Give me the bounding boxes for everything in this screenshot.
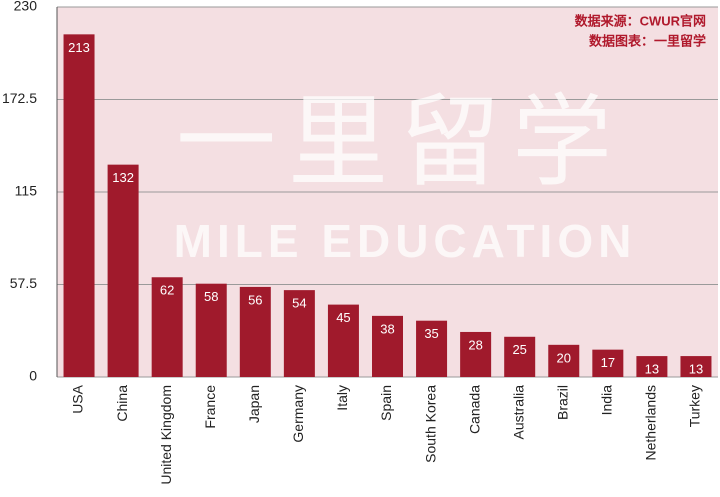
x-tick-label: India	[599, 385, 615, 416]
bar	[636, 356, 668, 377]
bar	[195, 283, 227, 377]
x-tick-label: Australia	[510, 385, 526, 440]
y-tick-label: 0	[29, 368, 37, 384]
bar	[460, 331, 492, 377]
y-tick-label: 172.5	[2, 90, 37, 106]
value-label: 13	[689, 362, 703, 377]
x-tick-label: Canada	[466, 385, 482, 434]
x-tick-label: Netherlands	[643, 385, 659, 461]
x-tick-label: Turkey	[687, 385, 703, 427]
annotation: 数据来源：CWUR官网	[575, 13, 706, 28]
value-label: 62	[160, 283, 174, 298]
bar	[327, 304, 359, 377]
x-tick-label: Japan	[246, 385, 262, 423]
bar	[372, 315, 403, 377]
annotation: 数据图表：一里留学	[589, 33, 706, 48]
x-tick-label: Germany	[290, 385, 306, 443]
watermark: MILE EDUCATION	[174, 215, 637, 267]
bar	[151, 277, 183, 377]
bar	[504, 336, 536, 377]
y-tick-label: 115	[15, 183, 38, 199]
value-label: 20	[557, 350, 571, 365]
x-tick-label: Spain	[378, 385, 394, 421]
x-tick-label: China	[114, 385, 130, 422]
x-tick-label: Italy	[334, 385, 350, 411]
value-label: 38	[380, 321, 394, 336]
value-label: 213	[68, 40, 90, 55]
bar	[592, 349, 624, 377]
value-label: 54	[292, 296, 306, 311]
value-label: 17	[601, 355, 615, 370]
bar	[283, 290, 315, 377]
x-tick-label: Brazil	[554, 385, 570, 420]
bar	[680, 356, 712, 377]
x-tick-label: United Kingdom	[158, 385, 174, 485]
value-label: 28	[468, 337, 482, 352]
bar	[416, 320, 448, 377]
y-tick-label: 57.5	[10, 275, 37, 291]
bar	[548, 344, 580, 377]
x-tick-label: South Korea	[422, 385, 438, 463]
bar	[63, 34, 95, 377]
x-tick-label: USA	[70, 384, 86, 413]
value-label: 45	[336, 310, 350, 325]
bar	[107, 164, 139, 377]
y-tick-label: 230	[14, 0, 38, 14]
value-label: 35	[424, 326, 438, 341]
watermark: 一里留学	[176, 86, 624, 198]
value-label: 58	[204, 289, 218, 304]
bar	[239, 286, 271, 377]
value-label: 132	[112, 170, 134, 185]
value-label: 13	[645, 362, 659, 377]
x-tick-label: France	[202, 385, 218, 429]
value-label: 25	[512, 342, 526, 357]
value-label: 56	[248, 292, 262, 307]
